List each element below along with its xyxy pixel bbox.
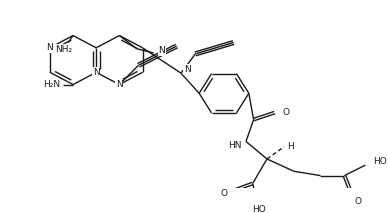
Text: HO: HO (373, 157, 387, 166)
Text: HO: HO (253, 205, 266, 213)
Text: O: O (355, 197, 362, 206)
Text: O: O (221, 190, 228, 199)
Text: N: N (47, 43, 53, 52)
Text: H₂N: H₂N (43, 80, 61, 89)
Text: H: H (288, 142, 294, 151)
Text: N: N (93, 68, 100, 77)
Text: HN: HN (228, 141, 241, 150)
Text: N: N (184, 65, 191, 74)
Text: NH₂: NH₂ (55, 45, 72, 54)
Text: N: N (159, 46, 165, 55)
Text: O: O (282, 108, 289, 117)
Text: N: N (116, 80, 123, 89)
